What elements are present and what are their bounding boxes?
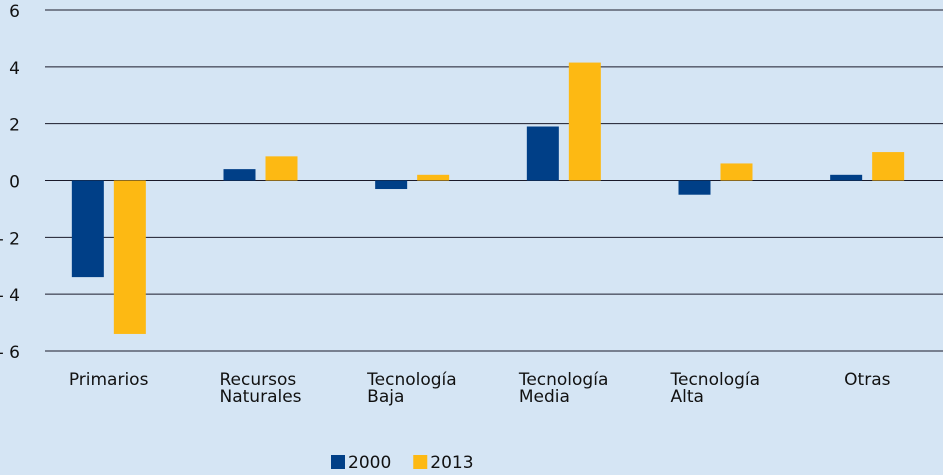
legend-label: 2013 <box>430 453 473 473</box>
bar <box>223 169 256 181</box>
bar <box>113 180 146 334</box>
bar <box>568 62 601 181</box>
y-tick-label: 0 <box>9 173 20 193</box>
y-tick-label: 6 <box>9 2 20 22</box>
x-tick-label: Tecnología Baja <box>367 370 457 407</box>
y-tick-label: 2 <box>9 116 20 136</box>
bar <box>71 180 104 278</box>
y-tick-label: - 4 <box>0 286 20 306</box>
bar <box>526 126 559 181</box>
bar <box>265 156 298 181</box>
y-tick-label: - 6 <box>0 343 20 363</box>
legend-label: 2000 <box>348 453 391 473</box>
bar <box>872 152 905 181</box>
y-tick-label: 4 <box>9 59 20 79</box>
x-tick-label: Recursos Naturales <box>219 370 302 407</box>
bar <box>678 180 711 195</box>
bar <box>720 163 753 181</box>
bar <box>375 180 408 190</box>
legend-swatch <box>331 455 345 469</box>
y-tick-label: - 2 <box>0 229 20 249</box>
x-tick-label: Tecnología Media <box>518 370 609 407</box>
x-tick-label: Tecnología Alta <box>670 370 761 407</box>
legend-swatch <box>413 455 428 469</box>
bar <box>417 174 450 181</box>
bar <box>830 174 863 181</box>
x-tick-label: Primarios <box>68 370 149 390</box>
x-tick-label: Otras <box>844 370 891 390</box>
